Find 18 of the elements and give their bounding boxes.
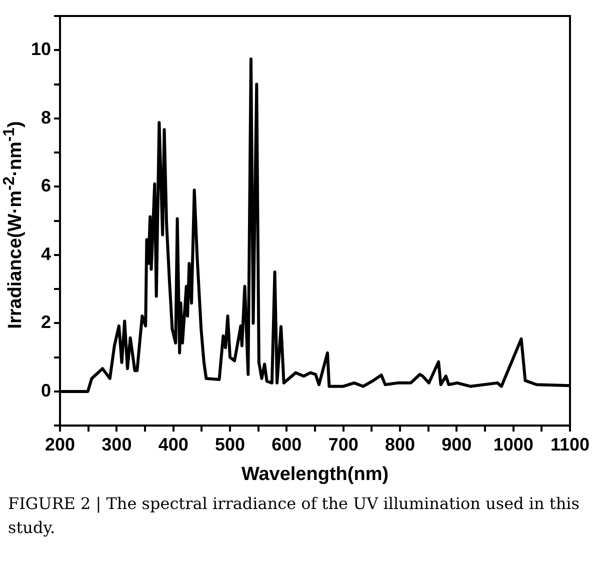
x-tick-label: 500 (214, 434, 246, 454)
x-tick-label: 900 (442, 434, 472, 454)
y-tick-label: 2 (41, 312, 52, 332)
x-tick-label: 1000 (493, 434, 534, 454)
caption: FIGURE 2 | The spectral irradiance of the UV illumination used in this study. (8, 493, 580, 539)
x-tick-label: 1100 (550, 434, 590, 454)
x-tick-label: 800 (384, 434, 416, 454)
y-tick-label: 6 (41, 176, 52, 196)
x-tick-label: 400 (158, 434, 188, 454)
y-tick-label: 10 (30, 39, 52, 60)
y-tick-label: 8 (41, 107, 52, 128)
y-tick-label: 0 (41, 380, 52, 400)
x-axis-title: Wavelength(nm) (241, 464, 389, 485)
x-tick-label: 600 (272, 434, 302, 454)
x-tick-label: 300 (102, 434, 132, 454)
x-tick-label: 200 (45, 434, 76, 454)
y-tick-label: 4 (41, 244, 52, 264)
x-tick-label: 700 (328, 434, 358, 454)
